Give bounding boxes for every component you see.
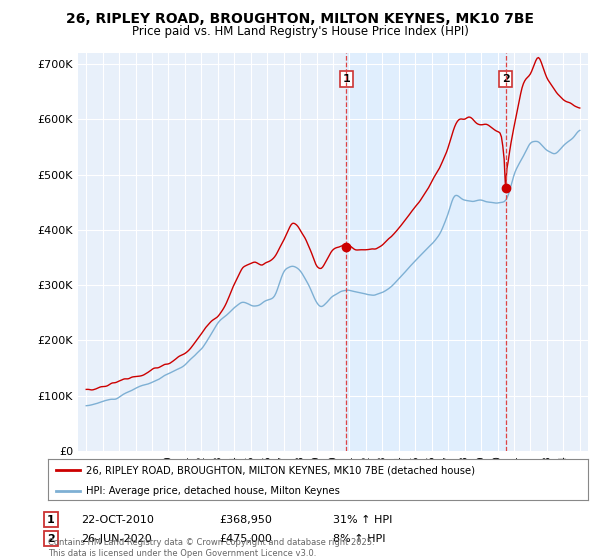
Text: 26, RIPLEY ROAD, BROUGHTON, MILTON KEYNES, MK10 7BE (detached house): 26, RIPLEY ROAD, BROUGHTON, MILTON KEYNE… (86, 465, 475, 475)
Text: £368,950: £368,950 (219, 515, 272, 525)
Text: 8% ↑ HPI: 8% ↑ HPI (333, 534, 386, 544)
Text: Contains HM Land Registry data © Crown copyright and database right 2025.
This d: Contains HM Land Registry data © Crown c… (48, 538, 374, 558)
Text: 1: 1 (343, 74, 350, 84)
Text: 26-JUN-2020: 26-JUN-2020 (81, 534, 152, 544)
Text: 31% ↑ HPI: 31% ↑ HPI (333, 515, 392, 525)
Text: Price paid vs. HM Land Registry's House Price Index (HPI): Price paid vs. HM Land Registry's House … (131, 25, 469, 38)
Text: 22-OCT-2010: 22-OCT-2010 (81, 515, 154, 525)
Text: 26, RIPLEY ROAD, BROUGHTON, MILTON KEYNES, MK10 7BE: 26, RIPLEY ROAD, BROUGHTON, MILTON KEYNE… (66, 12, 534, 26)
Text: £475,000: £475,000 (219, 534, 272, 544)
Bar (346, 53, 506, 451)
Text: 2: 2 (47, 534, 55, 544)
Text: 1: 1 (47, 515, 55, 525)
Text: 2: 2 (502, 74, 509, 84)
Text: HPI: Average price, detached house, Milton Keynes: HPI: Average price, detached house, Milt… (86, 486, 340, 496)
